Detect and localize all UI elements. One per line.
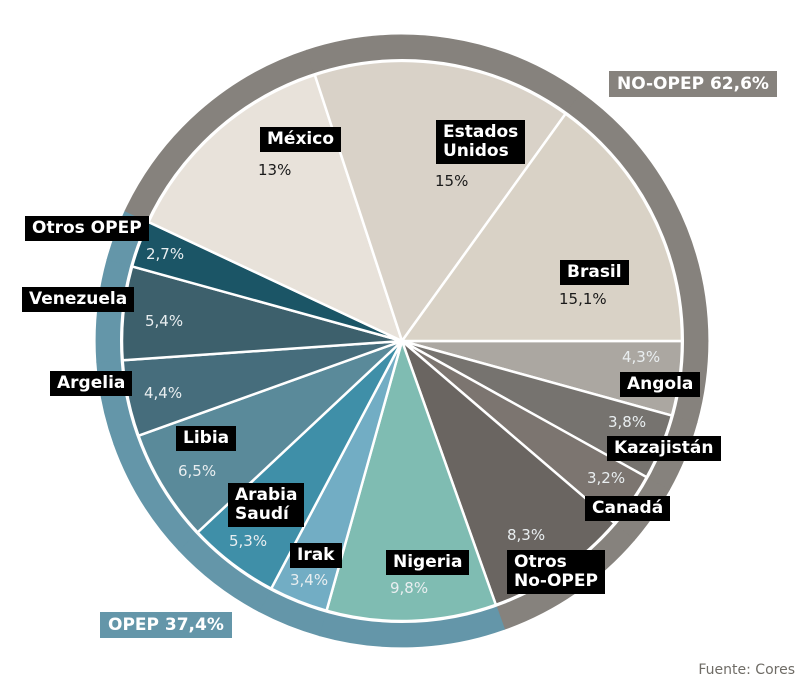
pct-irak: 3,4% xyxy=(290,571,329,589)
pie-slice xyxy=(147,73,404,343)
pct-brasil: 15,1% xyxy=(559,290,607,308)
label-mexico: México xyxy=(260,127,341,152)
group-label-opep: OPEP 37,4% xyxy=(100,612,232,638)
pct-mexico: 13% xyxy=(258,161,292,179)
label-argelia: Argelia xyxy=(50,371,133,396)
label-otros-opep: Otros OPEP xyxy=(25,216,149,241)
source-note: Fuente: Cores xyxy=(698,662,795,678)
label-kazajistan: Kazajistán xyxy=(607,436,721,461)
label-arabia: Arabia Saudí xyxy=(228,483,305,527)
pie-slice xyxy=(137,339,404,534)
label-venezuela: Venezuela xyxy=(22,287,135,312)
pct-eeuu: 15% xyxy=(435,172,469,190)
pct-venezuela: 5,4% xyxy=(145,312,184,330)
group-label-no-opep: NO-OPEP 62,6% xyxy=(609,71,777,97)
pct-otros-no-opep: 8,3% xyxy=(507,526,546,544)
label-irak: Irak xyxy=(290,543,342,568)
pct-kazajistan: 3,8% xyxy=(608,413,647,431)
label-otros-no-opep: Otros No-OPEP xyxy=(507,550,605,594)
pct-nigeria: 9,8% xyxy=(390,579,429,597)
pct-otros-opep: 2,7% xyxy=(146,245,185,263)
label-brasil: Brasil xyxy=(560,260,629,285)
label-libia: Libia xyxy=(176,426,237,451)
pct-angola: 4,3% xyxy=(622,348,661,366)
pct-argelia: 4,4% xyxy=(144,384,183,402)
pct-canada: 3,2% xyxy=(587,469,626,487)
pct-libia: 6,5% xyxy=(178,462,217,480)
label-eeuu: Estados Unidos xyxy=(436,120,526,164)
label-nigeria: Nigeria xyxy=(386,550,470,575)
pie-slices xyxy=(120,59,684,623)
pct-arabia: 5,3% xyxy=(229,532,268,550)
label-canada: Canadá xyxy=(585,496,671,521)
label-angola: Angola xyxy=(620,372,701,397)
